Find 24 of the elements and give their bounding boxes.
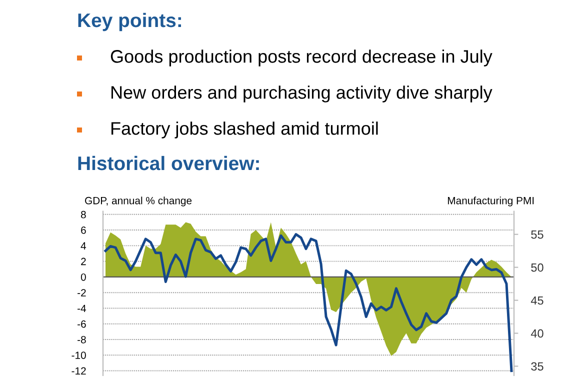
chart-title: Key points: — [78, 12, 181, 32]
y-tick-label: -10 — [72, 352, 86, 359]
y-tick-label: -2 — [78, 289, 86, 296]
y-tick-label: -4 — [78, 304, 86, 312]
text: Factory jobs slashed amid turmoil — [111, 122, 378, 138]
y-tick-label: -8 — [78, 336, 86, 344]
text: New orders and purchasing activity dive sharply — [111, 86, 492, 102]
y-tick-label: 4 — [80, 242, 86, 250]
y-axis-title: GDP, annual % change — [85, 196, 192, 206]
y2-axis-title: Manufacturing PMI — [448, 196, 534, 206]
y-tick-label: 2 — [81, 258, 86, 266]
y-tick-label: 8 — [80, 210, 86, 218]
y2-tick-label: 40 — [530, 329, 544, 338]
y2-tick-label: 50 — [531, 263, 544, 272]
y-tick-label: 0 — [80, 273, 86, 281]
y2-tick-label: 35 — [531, 362, 544, 371]
y-tick-label: 6 — [81, 226, 86, 234]
text: Goods production posts record decrease in July — [110, 50, 492, 66]
line-series — [104, 233, 513, 372]
y-tick-label: -6 — [78, 320, 86, 328]
y-tick-label: -12 — [72, 367, 86, 375]
y2-tick-label: 45 — [530, 296, 544, 305]
chart-subtitle: Historical overview: — [78, 156, 259, 170]
y2-tick-label: 55 — [531, 230, 544, 239]
